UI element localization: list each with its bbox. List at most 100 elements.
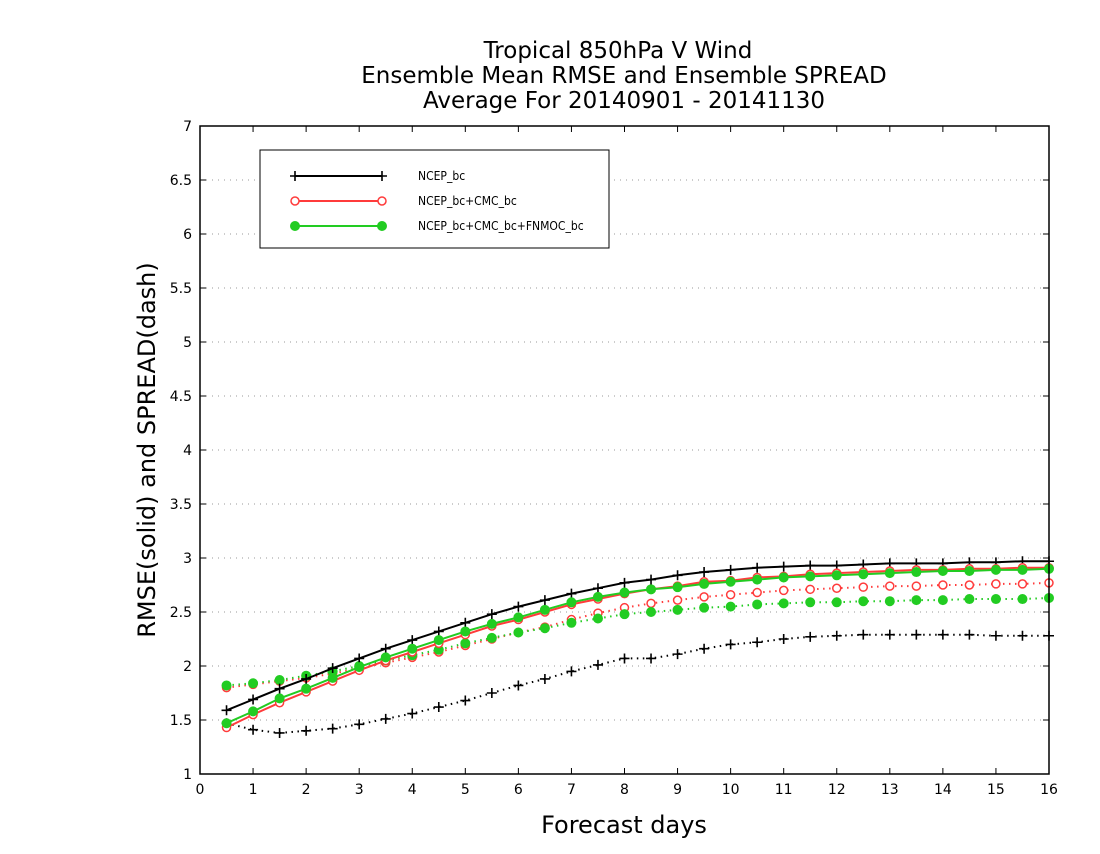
open-circle-marker	[991, 579, 1001, 589]
axis-ticks: 11.522.533.544.555.566.570 1 2 3 4 5 6 7 8 9 10 11 1…	[170, 119, 1058, 798]
filled-circle-marker	[725, 601, 736, 612]
filled-circle-marker	[778, 572, 789, 583]
plus-marker	[646, 653, 657, 664]
plus-marker	[566, 666, 577, 677]
open-circle-marker	[885, 581, 895, 591]
filled-circle-marker	[805, 597, 816, 608]
filled-circle-marker	[752, 599, 763, 610]
filled-circle-marker	[460, 638, 471, 649]
legend-label: NCEP_bc	[418, 169, 465, 183]
chart-title-line-2: Ensemble Mean RMSE and Ensemble SPREAD	[361, 63, 886, 89]
filled-circle-marker	[884, 596, 895, 607]
x-tick-label: 4	[408, 782, 417, 798]
plus-marker	[290, 171, 300, 181]
plus-marker	[433, 626, 444, 637]
filled-circle-marker	[752, 574, 763, 585]
y-tick-label: 5.5	[170, 281, 192, 297]
plus-marker	[486, 609, 497, 620]
open-circle-marker	[938, 580, 948, 590]
filled-circle-marker	[1017, 564, 1028, 575]
plus-marker	[619, 577, 630, 588]
series-1-spread	[221, 629, 1054, 738]
plus-marker	[354, 719, 365, 730]
x-tick-label: 10	[722, 782, 740, 798]
x-tick-label: 7	[567, 782, 576, 798]
x-axis-label: Forecast days	[541, 811, 707, 839]
filled-circle-marker	[539, 604, 550, 615]
legend-label: NCEP_bc+CMC_bc	[418, 194, 517, 208]
legend-entry: NCEP_bc+CMC_bc	[290, 194, 517, 208]
filled-circle-marker	[407, 643, 418, 654]
y-tick-label: 6.5	[170, 173, 192, 189]
legend-label: NCEP_bc+CMC_bc+FNMOC_bc	[418, 219, 584, 233]
plus-marker	[539, 673, 550, 684]
open-circle-marker	[752, 587, 762, 598]
filled-circle-marker	[592, 613, 603, 624]
legend-box	[259, 149, 610, 249]
y-tick-label: 6	[183, 227, 192, 243]
y-tick-label: 7	[183, 119, 192, 135]
filled-circle-marker	[486, 632, 497, 643]
filled-circle-marker	[672, 582, 683, 593]
filled-circle-marker	[566, 597, 577, 608]
plus-marker	[778, 634, 789, 644]
series-1-rmse	[221, 556, 1054, 716]
filled-circle-marker	[964, 594, 975, 605]
x-tick-label: 5	[461, 782, 470, 798]
filled-circle-marker	[725, 576, 736, 587]
open-circle-marker	[377, 196, 387, 206]
y-tick-label: 1	[183, 767, 192, 783]
plus-marker	[377, 171, 387, 181]
x-tick-label: 2	[302, 782, 311, 798]
filled-circle-marker	[964, 565, 975, 576]
series-line	[226, 560, 1049, 712]
plus-marker	[513, 680, 524, 691]
plus-marker	[805, 631, 816, 642]
plus-marker	[407, 708, 418, 719]
y-tick-label: 2.5	[170, 605, 192, 621]
plus-marker	[327, 663, 338, 674]
filled-circle-marker	[301, 683, 312, 694]
plus-marker	[805, 560, 816, 571]
plus-marker	[248, 724, 259, 735]
filled-circle-marker	[990, 564, 1001, 575]
filled-circle-marker	[513, 627, 524, 638]
open-circle-marker	[672, 595, 683, 605]
series-3-rmse	[221, 563, 1054, 729]
plus-marker	[831, 630, 842, 641]
y-tick-label: 1.5	[170, 713, 192, 729]
filled-circle-marker	[248, 706, 259, 717]
series-2-rmse	[221, 562, 1054, 733]
plus-marker	[937, 629, 948, 640]
open-circle-marker	[911, 581, 922, 591]
filled-circle-marker	[274, 675, 285, 686]
filled-circle-marker	[699, 578, 710, 589]
open-circle-marker	[964, 580, 975, 590]
filled-circle-marker	[460, 626, 471, 637]
plus-marker	[274, 727, 285, 738]
x-tick-label: 8	[620, 782, 629, 798]
series-group	[221, 556, 1054, 738]
filled-circle-marker	[858, 569, 869, 580]
filled-circle-marker	[513, 612, 524, 623]
open-circle-marker	[778, 585, 789, 596]
filled-circle-marker	[805, 571, 816, 582]
filled-circle-marker	[592, 591, 603, 602]
filled-circle-marker	[433, 635, 444, 646]
filled-circle-marker	[486, 618, 497, 629]
plus-marker	[725, 564, 736, 575]
plus-marker	[513, 601, 524, 612]
plus-marker	[407, 635, 418, 646]
x-tick-label: 9	[673, 782, 682, 798]
y-tick-label: 3.5	[170, 497, 192, 513]
plus-marker	[699, 643, 710, 654]
plus-marker	[539, 595, 550, 606]
plus-marker	[592, 583, 603, 594]
filled-circle-marker	[911, 595, 922, 606]
filled-circle-marker	[539, 623, 550, 634]
plus-marker	[566, 588, 577, 599]
plus-marker	[592, 659, 603, 670]
filled-circle-marker	[990, 594, 1001, 605]
filled-circle-marker	[619, 587, 630, 598]
